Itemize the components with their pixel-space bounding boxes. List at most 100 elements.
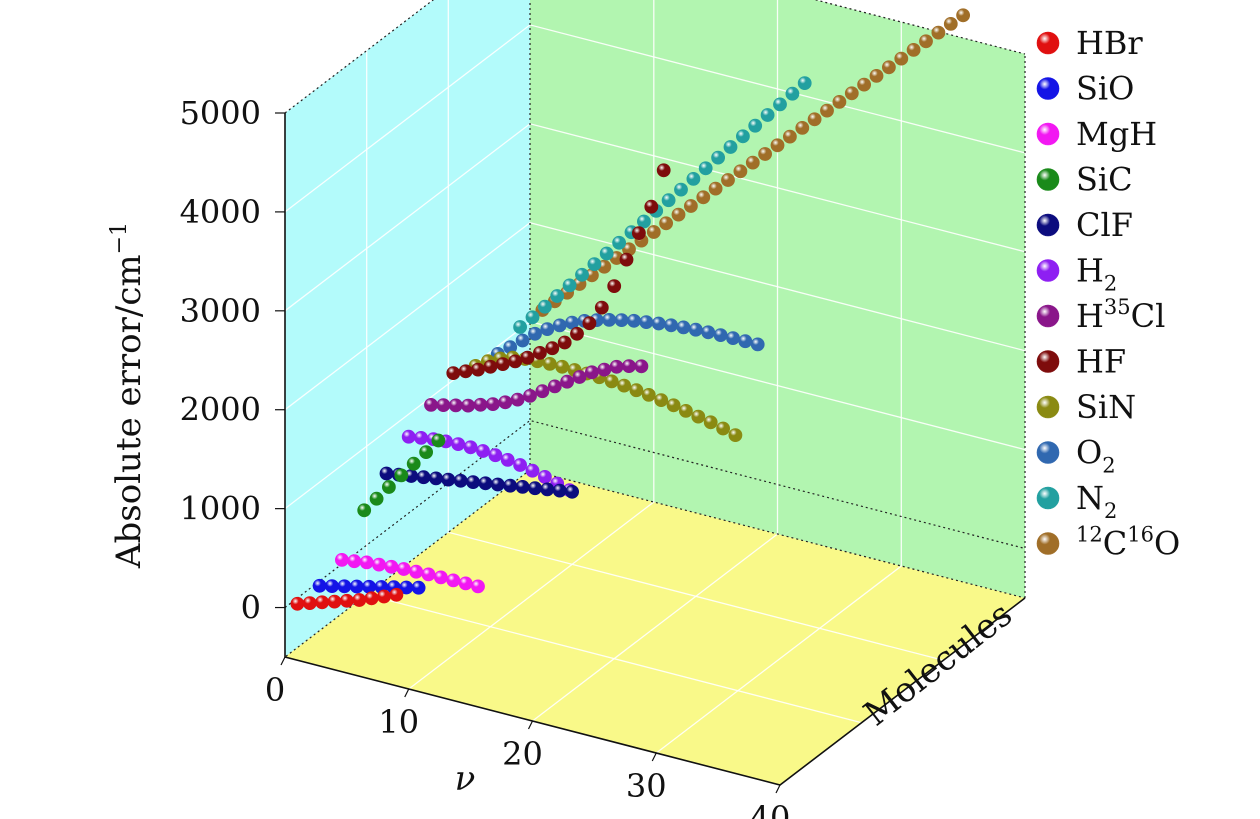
data-point xyxy=(919,34,933,49)
legend-marker xyxy=(1036,395,1060,419)
x-tick-label: 40 xyxy=(750,799,791,819)
data-point xyxy=(785,86,800,101)
z-tick-label: 4000 xyxy=(180,193,261,231)
data-point xyxy=(627,313,641,328)
legend-label: HBr xyxy=(1076,24,1143,62)
left-wall xyxy=(285,0,530,657)
z-axis-label: Absolute error/cm−1 xyxy=(107,222,149,569)
data-point xyxy=(552,318,567,333)
x-tick-label: 20 xyxy=(502,735,543,773)
data-point xyxy=(738,334,753,349)
data-point xyxy=(372,557,386,572)
data-point xyxy=(312,578,327,593)
data-point xyxy=(634,359,649,374)
data-point xyxy=(736,129,750,144)
data-point xyxy=(302,596,317,610)
chart-data-points xyxy=(290,8,970,611)
data-point xyxy=(476,444,490,458)
data-point xyxy=(629,383,644,398)
data-point xyxy=(575,267,589,282)
x-tick-label: 0 xyxy=(265,671,285,709)
data-point xyxy=(453,473,468,488)
legend-item: H35Cl xyxy=(1036,295,1165,335)
series-HF xyxy=(446,163,671,380)
legend-label: SiC xyxy=(1076,161,1133,199)
legend-item: MgH xyxy=(1036,115,1157,153)
data-point xyxy=(562,278,577,293)
legend-label: ClF xyxy=(1076,206,1133,244)
legend-marker xyxy=(1036,31,1060,55)
data-point xyxy=(701,325,716,340)
legend-label: H35Cl xyxy=(1076,295,1165,335)
data-point xyxy=(565,484,579,499)
data-point xyxy=(654,393,669,407)
data-point xyxy=(607,279,622,293)
data-point xyxy=(698,161,713,176)
data-point xyxy=(659,216,673,231)
data-point xyxy=(471,579,485,594)
x-tick-mark xyxy=(775,784,781,794)
data-point xyxy=(424,397,438,412)
data-point xyxy=(528,481,542,496)
data-point xyxy=(377,589,391,604)
legend-item: HBr xyxy=(1036,24,1143,62)
data-point xyxy=(401,429,416,444)
data-point xyxy=(349,579,364,594)
data-point xyxy=(362,579,376,594)
data-point xyxy=(394,468,409,483)
data-point xyxy=(651,316,666,331)
data-point xyxy=(644,199,659,214)
data-point xyxy=(686,171,701,186)
data-point xyxy=(458,576,473,591)
data-point xyxy=(684,199,698,213)
data-point xyxy=(498,395,513,410)
legend-item: N2 xyxy=(1036,479,1117,523)
legend-item: SiO xyxy=(1036,70,1134,108)
z-tick-label: 2000 xyxy=(180,391,261,429)
data-point xyxy=(617,378,631,393)
data-point xyxy=(523,388,537,403)
box-edge xyxy=(284,469,531,658)
data-point xyxy=(807,112,822,127)
data-point xyxy=(416,470,431,485)
data-point xyxy=(325,579,339,593)
data-point xyxy=(478,476,493,491)
data-point xyxy=(820,103,834,118)
series-H2 xyxy=(401,429,577,498)
data-point xyxy=(533,345,547,360)
data-point xyxy=(421,567,436,582)
data-point xyxy=(429,471,443,486)
z-tick-label: 3000 xyxy=(180,292,261,330)
data-point xyxy=(557,335,572,350)
data-point xyxy=(619,252,634,267)
z-axis-label-text: Absolute error/cm xyxy=(109,254,149,569)
data-point xyxy=(572,370,587,384)
data-point xyxy=(614,313,629,327)
data-point xyxy=(347,554,362,569)
legend-marker xyxy=(1036,122,1060,146)
data-point xyxy=(431,433,446,448)
data-point xyxy=(622,359,636,373)
z-tick-label: 1000 xyxy=(180,490,261,528)
series-HBr xyxy=(290,587,404,611)
data-point xyxy=(545,341,560,356)
data-point xyxy=(555,359,570,374)
data-point xyxy=(485,397,500,411)
box-edge xyxy=(529,469,1026,599)
data-point xyxy=(906,43,921,57)
data-point xyxy=(389,587,404,602)
data-point xyxy=(446,366,461,380)
data-point xyxy=(542,356,557,371)
data-point xyxy=(723,140,738,154)
data-point xyxy=(604,374,619,389)
legend-label: HF xyxy=(1076,343,1126,381)
z-tick-label: 0 xyxy=(241,589,261,627)
data-point xyxy=(639,315,654,329)
data-point xyxy=(770,138,785,153)
legend-marker xyxy=(1036,213,1060,237)
legend-item: HF xyxy=(1036,343,1126,381)
series-MgH xyxy=(334,553,485,594)
data-point xyxy=(679,403,693,418)
legend-marker xyxy=(1036,486,1060,510)
